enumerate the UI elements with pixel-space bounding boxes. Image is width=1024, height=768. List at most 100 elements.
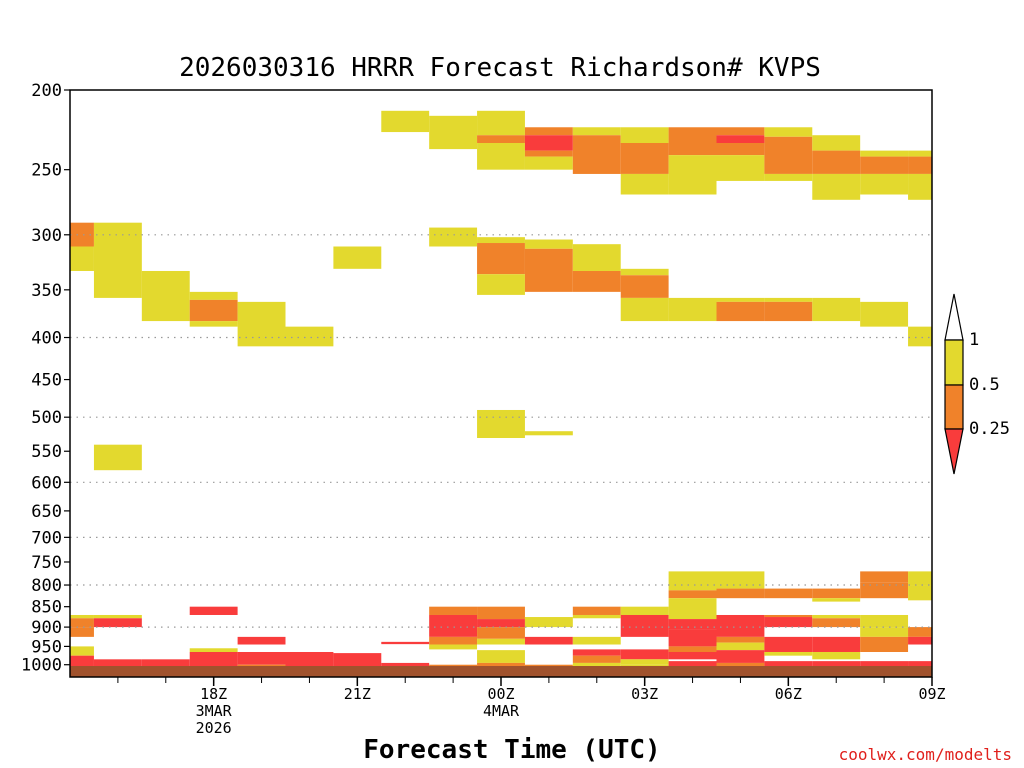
data-cell xyxy=(716,297,765,302)
y-tick-label: 850 xyxy=(31,598,62,618)
data-cell xyxy=(716,662,765,667)
data-cell xyxy=(668,661,717,668)
x-tick-label: 2026 xyxy=(196,719,232,737)
data-cell xyxy=(93,614,142,619)
x-tick-label: 21Z xyxy=(344,685,371,703)
data-cell xyxy=(477,662,525,667)
data-cell xyxy=(716,588,765,599)
data-cell xyxy=(764,614,813,618)
data-cell xyxy=(572,606,621,615)
data-cell xyxy=(764,173,813,181)
data-cell xyxy=(812,636,861,652)
data-cell xyxy=(572,135,621,174)
data-cell xyxy=(812,588,861,599)
x-tick-label: 4MAR xyxy=(483,702,520,720)
data-cell xyxy=(189,648,238,652)
data-cell xyxy=(668,629,717,647)
data-cell xyxy=(620,268,669,276)
data-cell xyxy=(93,618,142,628)
y-tick-label: 950 xyxy=(31,637,62,657)
data-cell xyxy=(524,617,573,628)
data-cell xyxy=(716,614,765,637)
data-cell xyxy=(477,409,525,439)
data-cell xyxy=(716,301,765,322)
x-tick-label: 09Z xyxy=(918,685,945,703)
x-tick-label: 03Z xyxy=(631,685,658,703)
data-cell xyxy=(812,135,861,151)
data-cell xyxy=(477,606,525,620)
data-cell xyxy=(285,326,334,347)
data-cell xyxy=(189,606,238,615)
data-cell xyxy=(716,127,765,136)
data-cell xyxy=(860,156,909,174)
data-cell xyxy=(716,142,765,156)
data-cell xyxy=(429,115,478,150)
data-cell xyxy=(860,173,909,195)
data-cell xyxy=(764,297,813,302)
data-cell xyxy=(524,135,573,151)
data-cell xyxy=(860,661,909,667)
data-cell xyxy=(141,270,190,322)
data-cell xyxy=(908,627,932,637)
y-tick-label: 550 xyxy=(31,442,62,462)
data-cell xyxy=(812,618,861,628)
data-cell xyxy=(477,274,525,295)
data-cell xyxy=(524,248,573,292)
data-cell xyxy=(524,431,573,436)
data-cell xyxy=(572,655,621,663)
data-cell xyxy=(764,651,813,656)
data-cell xyxy=(381,110,430,133)
data-cell xyxy=(477,638,525,645)
data-cell xyxy=(477,237,525,244)
data-cell xyxy=(764,127,813,137)
data-cell xyxy=(620,173,669,195)
data-cell xyxy=(237,636,286,645)
data-cell xyxy=(716,571,765,589)
x-tick-label: 00Z xyxy=(487,685,514,703)
y-tick-label: 900 xyxy=(31,618,62,638)
colorbar-label: 0.25 xyxy=(969,419,1010,439)
colorbar: 1 0.5 0.25 xyxy=(944,293,1010,475)
data-cell xyxy=(908,150,932,157)
data-cell xyxy=(333,653,382,658)
data-cell xyxy=(668,127,717,156)
data-cell xyxy=(333,246,382,269)
data-cell xyxy=(812,598,861,602)
data-cell xyxy=(70,655,94,669)
data-cell xyxy=(764,617,813,628)
x-tick-label: 18Z xyxy=(200,685,227,703)
data-cell xyxy=(764,588,813,599)
data-cell xyxy=(93,222,142,298)
chart-title: 2026030316 HRRR Forecast Richardson# KVP… xyxy=(179,53,821,83)
data-cell xyxy=(189,291,238,300)
y-tick-label: 300 xyxy=(31,226,62,246)
data-cell xyxy=(716,636,765,643)
data-cell xyxy=(189,651,238,671)
data-cell xyxy=(812,651,861,660)
data-cell xyxy=(908,571,932,586)
data-cell xyxy=(237,651,286,665)
data-cell xyxy=(237,301,286,347)
data-cell xyxy=(860,627,909,637)
data-cell xyxy=(477,243,525,275)
data-cell xyxy=(812,614,861,619)
data-cell xyxy=(429,227,478,247)
data-cell xyxy=(620,297,669,322)
data-cell xyxy=(716,650,765,663)
data-cell xyxy=(908,636,932,645)
data-cell xyxy=(668,619,717,630)
data-cell xyxy=(189,321,238,327)
data-cell xyxy=(668,598,717,615)
data-cell xyxy=(572,614,621,619)
data-cell xyxy=(70,618,94,628)
y-tick-label: 700 xyxy=(31,528,62,548)
data-cell xyxy=(620,659,669,665)
grid-lines xyxy=(70,234,932,628)
data-cell xyxy=(477,627,525,639)
data-cell xyxy=(429,636,478,645)
data-cell xyxy=(668,646,717,652)
data-cell xyxy=(429,606,478,615)
data-cell xyxy=(524,156,573,170)
data-cell xyxy=(429,644,478,650)
data-cell xyxy=(812,173,861,200)
